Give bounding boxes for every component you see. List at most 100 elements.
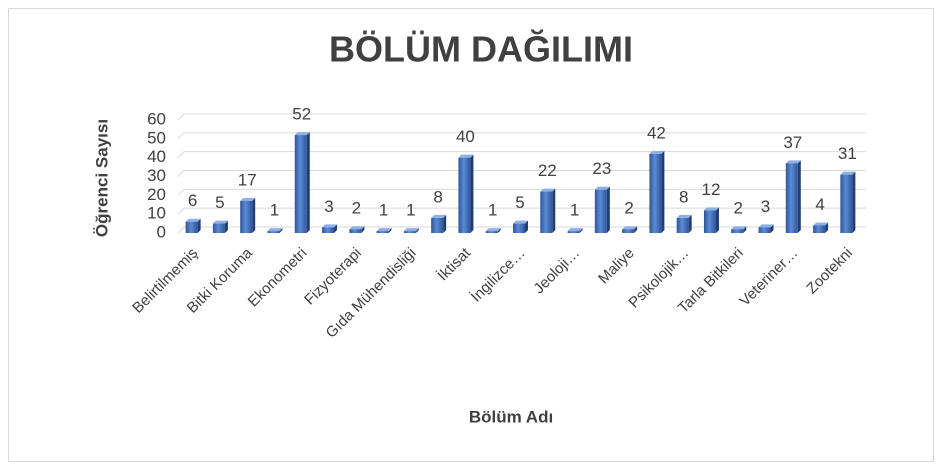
bar-side xyxy=(825,222,829,233)
bar-side xyxy=(579,228,583,233)
bar xyxy=(294,135,307,233)
value-label: 40 xyxy=(456,127,475,146)
value-label: 2 xyxy=(352,199,361,218)
bar-top xyxy=(649,150,665,154)
value-label: 3 xyxy=(761,197,770,216)
y-tick-label: 40 xyxy=(147,147,166,166)
value-label: 31 xyxy=(838,144,857,163)
bar-top xyxy=(185,218,201,222)
grid-line xyxy=(177,113,866,121)
bar-side xyxy=(770,224,774,233)
value-label: 2 xyxy=(624,199,633,218)
bar-top xyxy=(212,220,228,224)
bar-top xyxy=(594,186,610,190)
bar xyxy=(785,163,798,233)
grid-line xyxy=(177,132,866,140)
bar xyxy=(676,217,689,233)
bar-top xyxy=(485,228,501,232)
bar xyxy=(431,217,444,233)
bar xyxy=(240,200,253,233)
value-label: 6 xyxy=(188,191,197,210)
bar-top xyxy=(758,224,774,228)
value-label: 5 xyxy=(215,193,224,212)
bar-side xyxy=(388,228,392,233)
chart-title: BÖLÜM DAĞILIMI xyxy=(329,29,633,70)
bar-side xyxy=(361,226,365,233)
grid-line xyxy=(177,151,866,159)
value-label: 17 xyxy=(238,170,257,189)
value-label: 1 xyxy=(379,201,388,220)
y-tick-label: 0 xyxy=(157,222,166,241)
bar-side xyxy=(252,197,256,233)
bar xyxy=(458,157,471,233)
bar xyxy=(540,191,553,233)
bar-side xyxy=(852,171,856,233)
y-axis-title: Öğrenci Sayısı xyxy=(92,119,111,237)
bar-side xyxy=(497,228,501,233)
bar-side xyxy=(743,226,747,233)
bar-top xyxy=(703,207,719,211)
bar-top xyxy=(840,171,856,175)
bar xyxy=(649,153,662,233)
bar xyxy=(594,189,607,233)
bar xyxy=(758,227,771,233)
bar xyxy=(485,231,498,233)
bar-side xyxy=(279,228,283,233)
bar xyxy=(622,229,635,233)
value-label: 1 xyxy=(270,201,279,220)
value-label: 12 xyxy=(701,180,720,199)
bar xyxy=(185,221,198,233)
value-label: 52 xyxy=(292,105,311,124)
bar-top xyxy=(322,224,338,228)
bar xyxy=(813,225,826,233)
bar xyxy=(322,227,335,233)
bar xyxy=(703,210,716,233)
bar xyxy=(513,223,525,233)
bar xyxy=(212,223,225,233)
chart-border xyxy=(8,8,934,462)
bar-side xyxy=(443,214,447,233)
bar xyxy=(349,229,362,233)
bar-side xyxy=(797,160,801,233)
bar-side xyxy=(525,220,528,233)
bar-side xyxy=(606,186,610,233)
value-label: 5 xyxy=(515,193,524,212)
bar-top xyxy=(622,226,638,230)
bar-top xyxy=(567,228,583,232)
bar-side xyxy=(306,132,310,233)
bar-top xyxy=(431,214,447,218)
value-label: 1 xyxy=(406,201,415,220)
y-tick-label: 20 xyxy=(147,185,166,204)
bar-top xyxy=(676,214,692,218)
value-label: 8 xyxy=(679,187,688,206)
bar-top xyxy=(540,188,556,192)
bar-top xyxy=(267,228,283,232)
bar-side xyxy=(334,224,338,233)
bar-side xyxy=(470,154,474,233)
grid-line xyxy=(177,207,866,215)
bar-top xyxy=(785,160,801,164)
bar-side xyxy=(688,214,692,233)
value-label: 2 xyxy=(734,199,743,218)
bar xyxy=(567,231,580,233)
y-tick-label: 60 xyxy=(147,109,166,128)
value-label: 1 xyxy=(488,201,497,220)
bar xyxy=(376,231,389,233)
y-tick-label: 10 xyxy=(147,204,166,223)
grid-line xyxy=(177,170,866,177)
bar-side xyxy=(715,207,719,233)
bar-top xyxy=(349,226,365,230)
x-axis-title: Bölüm Adı xyxy=(469,407,553,426)
bar-side xyxy=(415,228,419,233)
bar-side xyxy=(634,226,638,233)
value-label: 1 xyxy=(570,201,579,220)
bar-top xyxy=(403,228,419,232)
bar-top xyxy=(376,228,392,232)
grid-line xyxy=(177,226,866,234)
bar-side xyxy=(197,218,201,233)
bar xyxy=(731,229,744,233)
value-label: 8 xyxy=(433,187,442,206)
bar xyxy=(840,174,853,233)
bar-top xyxy=(731,226,747,230)
